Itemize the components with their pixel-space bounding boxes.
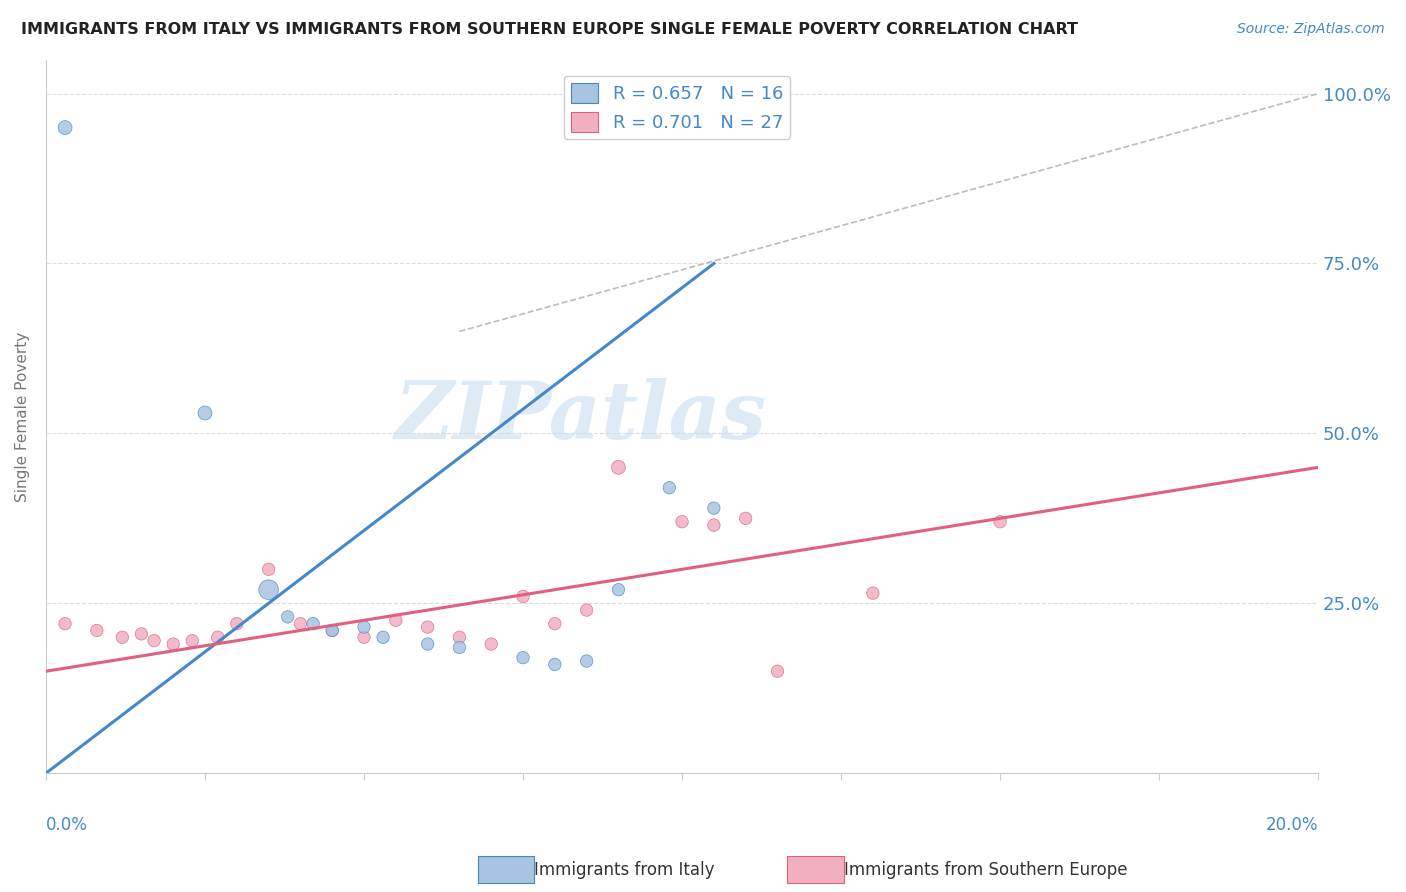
Text: 0.0%: 0.0%: [46, 816, 87, 834]
Point: [371, 630, 394, 644]
Point: [86, 624, 108, 638]
Point: [302, 616, 325, 631]
Point: [544, 616, 567, 631]
Legend: R = 0.657   N = 16, R = 0.701   N = 27: R = 0.657 N = 16, R = 0.701 N = 27: [564, 76, 790, 139]
Point: [671, 515, 693, 529]
Text: ZIPatlas: ZIPatlas: [394, 377, 766, 455]
Point: [53, 616, 76, 631]
Point: [353, 620, 375, 634]
Point: [162, 637, 184, 651]
Point: [416, 620, 439, 634]
Point: [225, 616, 247, 631]
Point: [449, 630, 471, 644]
Point: [257, 582, 280, 597]
Point: [194, 406, 217, 420]
Point: [143, 633, 166, 648]
Point: [658, 481, 681, 495]
Point: [207, 630, 229, 644]
Point: [111, 630, 134, 644]
Text: Source: ZipAtlas.com: Source: ZipAtlas.com: [1237, 22, 1385, 37]
Point: [607, 582, 630, 597]
Point: [575, 603, 598, 617]
Y-axis label: Single Female Poverty: Single Female Poverty: [15, 331, 30, 501]
Point: [607, 460, 630, 475]
Point: [862, 586, 884, 600]
Point: [734, 511, 756, 525]
Point: [277, 610, 299, 624]
Point: [575, 654, 598, 668]
Text: IMMIGRANTS FROM ITALY VS IMMIGRANTS FROM SOUTHERN EUROPE SINGLE FEMALE POVERTY C: IMMIGRANTS FROM ITALY VS IMMIGRANTS FROM…: [21, 22, 1078, 37]
Point: [321, 624, 343, 638]
Point: [416, 637, 439, 651]
Text: 20.0%: 20.0%: [1265, 816, 1319, 834]
Point: [703, 518, 725, 533]
Text: Immigrants from Italy: Immigrants from Italy: [534, 861, 714, 879]
Point: [290, 616, 312, 631]
Point: [512, 590, 534, 604]
Point: [449, 640, 471, 655]
Point: [181, 633, 204, 648]
Point: [479, 637, 502, 651]
Point: [353, 630, 375, 644]
Text: Immigrants from Southern Europe: Immigrants from Southern Europe: [844, 861, 1128, 879]
Point: [512, 650, 534, 665]
Point: [766, 665, 789, 679]
Point: [544, 657, 567, 672]
Point: [257, 562, 280, 576]
Point: [988, 515, 1011, 529]
Point: [131, 627, 153, 641]
Point: [321, 624, 343, 638]
Point: [53, 120, 76, 135]
Point: [703, 501, 725, 516]
Point: [385, 613, 408, 627]
